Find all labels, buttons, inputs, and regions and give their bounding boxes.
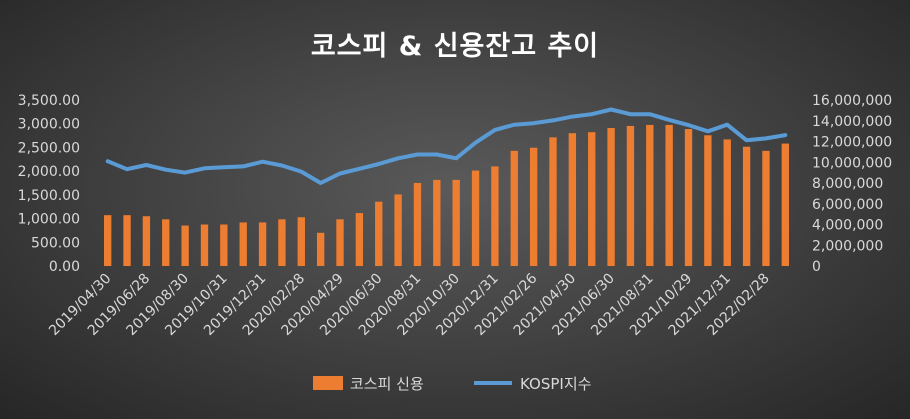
credit-balance-bar — [607, 128, 615, 266]
credit-balance-bar — [471, 170, 480, 266]
credit-balance-bar — [433, 179, 441, 266]
y-right-tick-label: 4,000,000 — [812, 218, 883, 234]
y-left-tick-label: 3,500.00 — [18, 93, 80, 109]
credit-balance-bar — [781, 143, 789, 266]
credit-balance-bar — [200, 224, 209, 266]
y-right-tick-label: 6,000,000 — [812, 197, 883, 213]
credit-balance-bar — [297, 217, 305, 266]
y-right-tick-label: 2,000,000 — [812, 238, 883, 254]
credit-balance-bar — [684, 129, 693, 266]
credit-balance-bar — [723, 139, 731, 266]
credit-balance-bar — [588, 132, 596, 266]
y-left-tick-label: 3,000.00 — [18, 117, 80, 133]
credit-balance-bar — [278, 219, 286, 266]
y-right-tick-label: 14,000,000 — [812, 114, 892, 130]
credit-balance-bar — [355, 213, 364, 266]
credit-balance-bar — [742, 146, 751, 266]
credit-balance-bar — [762, 150, 770, 266]
credit-balance-bar — [549, 137, 557, 266]
credit-balance-bar — [239, 222, 247, 266]
kospi-index-line — [105, 107, 788, 185]
credit-balance-bar — [626, 125, 635, 266]
credit-balance-bar — [336, 219, 344, 266]
y-left-tick-label: 500.00 — [31, 235, 80, 251]
credit-balance-bar — [413, 183, 422, 266]
credit-balance-bar — [123, 215, 131, 266]
y-left-tick-label: 0.00 — [49, 259, 80, 275]
credit-balance-bar — [491, 166, 499, 266]
credit-balance-bar — [220, 224, 228, 266]
credit-balance-bar — [646, 124, 654, 267]
y-right-tick-label: 12,000,000 — [812, 135, 892, 151]
y-right-tick-label: 0 — [812, 259, 821, 275]
credit-balance-bar — [704, 135, 712, 266]
credit-balance-bar — [181, 225, 189, 266]
y-left-tick-label: 2,000.00 — [18, 164, 80, 180]
y-left-tick-label: 2,500.00 — [18, 140, 80, 156]
credit-balance-bar — [452, 179, 460, 266]
legend-bar-swatch — [313, 376, 343, 390]
credit-balance-bar — [568, 133, 577, 266]
credit-balance-bar — [162, 219, 170, 266]
y-left-tick-label: 1,500.00 — [18, 188, 80, 204]
credit-balance-bar — [529, 147, 538, 266]
credit-balance-bar — [665, 124, 673, 267]
credit-balance-bar — [104, 215, 112, 266]
credit-balance-bar — [258, 222, 267, 266]
y-right-tick-label: 8,000,000 — [812, 176, 883, 192]
y-left-tick-label: 1,000.00 — [18, 212, 80, 228]
credit-balance-bar — [142, 216, 151, 266]
credit-balance-bar — [510, 150, 518, 266]
legend-label-kospi: KOSPI지수 — [520, 375, 591, 393]
y-right-tick-label: 10,000,000 — [812, 155, 892, 171]
legend-label-credit: 코스피 신용 — [350, 375, 424, 393]
credit-balance-bar — [394, 194, 402, 266]
credit-balance-bar — [375, 201, 383, 266]
chart-title: 코스피 & 신용잔고 추이 — [311, 31, 599, 62]
y-right-tick-label: 16,000,000 — [812, 93, 892, 109]
credit-balance-bar — [316, 232, 325, 266]
